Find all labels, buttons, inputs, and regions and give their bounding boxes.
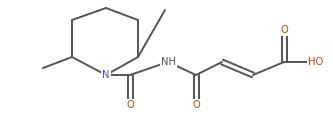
Text: O: O [192,100,200,110]
Text: HO: HO [308,57,324,67]
Text: O: O [126,100,134,110]
Text: N: N [102,70,110,80]
Text: O: O [280,25,288,35]
Text: NH: NH [161,57,175,67]
